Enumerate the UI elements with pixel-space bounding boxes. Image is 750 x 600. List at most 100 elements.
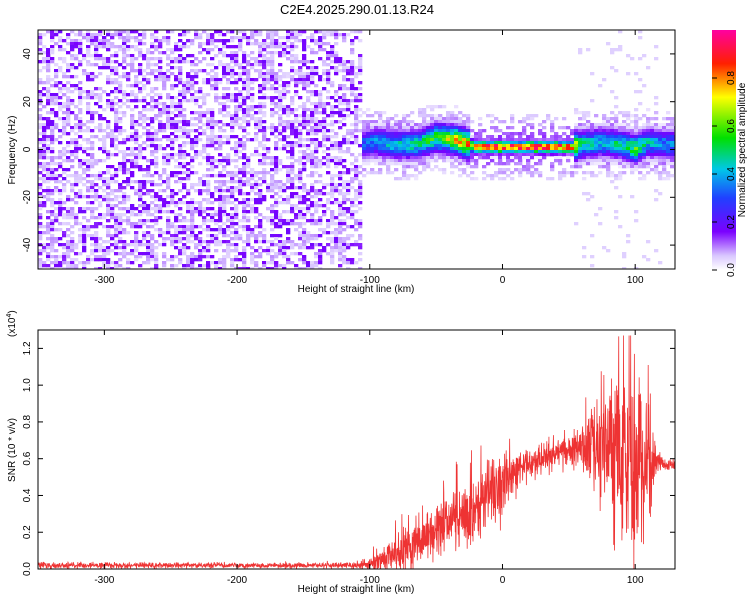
heatmap-cell [642,174,647,178]
heatmap-cell [302,105,307,109]
heatmap-cell [190,240,195,244]
heatmap-cell [82,168,87,172]
heatmap-cell [138,99,143,103]
heatmap-cell [138,66,143,70]
heatmap-cell [478,147,483,151]
heatmap-cell [366,159,371,163]
heatmap-cell [410,141,415,145]
heatmap-cell [614,144,619,148]
heatmap-cell [418,150,423,154]
heatmap-cell [378,114,383,118]
heatmap-cell [426,153,431,157]
heatmap-cell [290,42,295,46]
heatmap-cell [422,153,427,157]
heatmap-cell [94,111,99,115]
heatmap-cell [94,33,99,37]
heatmap-cell [658,123,663,127]
heatmap-cell [670,165,675,169]
heatmap-cell [62,126,67,130]
heatmap-cell [314,132,319,136]
heatmap-cell [114,111,119,115]
heatmap-cell [262,84,267,88]
heatmap-cell [122,240,127,244]
heatmap-cell [606,162,611,166]
heatmap-cell [50,234,55,238]
heatmap-cell [654,171,659,175]
heatmap-cell [334,216,339,220]
heatmap-cell [150,195,155,199]
heatmap-cell [298,162,303,166]
heatmap-cell [598,156,603,160]
heatmap-cell [338,63,343,67]
heatmap-cell [326,207,331,211]
heatmap-cell [42,156,47,160]
heatmap-cell [318,105,323,109]
heatmap-cell [118,216,123,220]
heatmap-cell [162,189,167,193]
heatmap-cell [294,114,299,118]
heatmap-cell [178,93,183,97]
heatmap-cell [318,30,323,34]
heatmap-cell [666,141,671,145]
heatmap-cell [610,126,615,130]
heatmap-cell [666,138,671,142]
heatmap-cell [446,156,451,160]
heatmap-cell [122,246,127,250]
heatmap-cell [338,210,343,214]
heatmap-cell [278,240,283,244]
heatmap-cell [670,132,675,136]
heatmap-cell [354,120,359,124]
heatmap-cell [162,261,167,265]
heatmap-cell [202,78,207,82]
heatmap-cell [450,162,455,166]
heatmap-cell [266,147,271,151]
heatmap-cell [50,225,55,229]
heatmap-cell [86,78,91,82]
heatmap-cell [178,57,183,61]
heatmap-cell [226,99,231,103]
heatmap-cell [154,165,159,169]
heatmap-cell [258,45,263,49]
heatmap-cell [318,159,323,163]
heatmap-cell [298,114,303,118]
heatmap-cell [406,129,411,133]
heatmap-cell [298,135,303,139]
heatmap-cell [602,129,607,133]
heatmap-cell [162,84,167,88]
heatmap-cell [166,162,171,166]
heatmap-cell [226,69,231,73]
heatmap-cell [38,192,43,196]
heatmap-cell [106,264,111,268]
heatmap-cell [366,144,371,148]
heatmap-cell [186,162,191,166]
heatmap-cell [66,120,71,124]
heatmap-cell [430,156,435,160]
heatmap-cell [86,45,91,49]
heatmap-cell [638,144,643,148]
heatmap-cell [470,171,475,175]
heatmap-cell [146,144,151,148]
heatmap-cell [158,174,163,178]
heatmap-cell [446,126,451,130]
heatmap-cell [334,234,339,238]
heatmap-cell [66,243,71,247]
heatmap-cell [446,141,451,145]
heatmap-cell [122,168,127,172]
heatmap-cell [366,153,371,157]
heatmap-cell [330,114,335,118]
heatmap-cell [430,141,435,145]
heatmap-cell [170,171,175,175]
heatmap-cell [430,159,435,163]
heatmap-cell [122,36,127,40]
heatmap-cell [446,153,451,157]
heatmap-cell [110,141,115,145]
heatmap-cell [378,135,383,139]
heatmap-cell [274,180,279,184]
heatmap-cell [98,222,103,226]
heatmap-cell [402,147,407,151]
heatmap-cell [626,123,631,127]
heatmap-cell [146,60,151,64]
heatmap-cell [430,135,435,139]
heatmap-cell [226,180,231,184]
heatmap-cell [50,51,55,55]
